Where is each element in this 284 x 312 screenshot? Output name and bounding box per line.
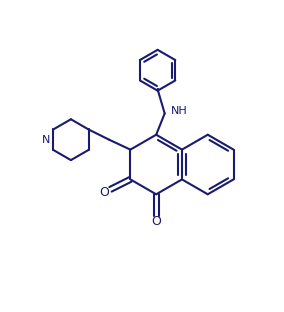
Text: N: N	[42, 135, 50, 145]
Text: O: O	[151, 215, 161, 228]
Text: O: O	[99, 186, 109, 199]
Text: NH: NH	[171, 106, 188, 116]
